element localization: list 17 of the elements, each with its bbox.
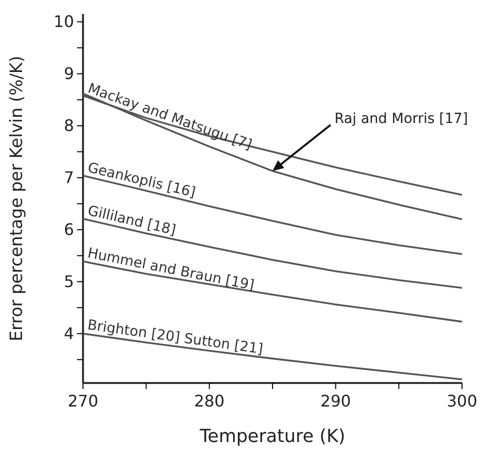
annotation: Raj and Morris [17] — [334, 110, 468, 127]
x-tick-label: 280 — [194, 391, 225, 410]
y-tick-label: 7 — [64, 168, 74, 187]
text: Brighton [20] Sutton [21] — [86, 317, 264, 358]
x-axis-title: Temperature (K) — [198, 426, 346, 447]
x-tick-label: 270 — [68, 391, 98, 410]
y-axis-title: Error percentage per Kelvin (%/K) — [7, 56, 27, 342]
text: Gilliland [18] — [86, 202, 178, 239]
x-tick-label: 290 — [320, 391, 351, 410]
text: Hummel and Braun [19] — [86, 245, 256, 294]
y-tick-label: 6 — [64, 220, 74, 239]
x-tick-label: 300 — [446, 391, 478, 410]
y-tick-label: 9 — [64, 64, 74, 83]
y-tick-label: 8 — [64, 116, 74, 135]
y-tick-label: 10 — [54, 12, 74, 31]
y-tick-label: 4 — [64, 324, 74, 343]
y-tick-label: 5 — [64, 272, 74, 291]
